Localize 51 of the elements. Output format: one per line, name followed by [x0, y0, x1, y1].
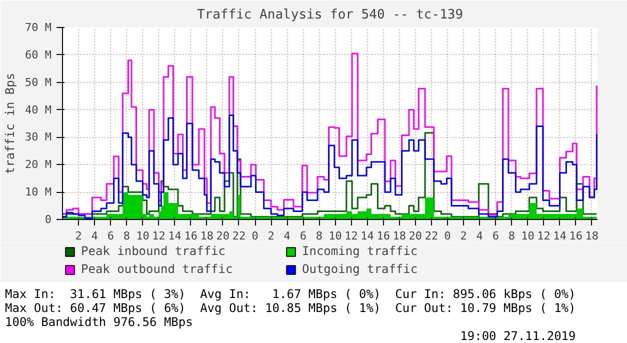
x-tick-label: 18: [392, 230, 406, 242]
x-tick-label: 14: [360, 230, 374, 242]
x-tick-label: 8: [123, 230, 130, 242]
x-tick-label: 18: [200, 230, 214, 242]
x-tick-label: 10: [521, 230, 534, 242]
x-tick-label: 12: [152, 230, 166, 242]
y-tick-label: 10 M: [25, 186, 52, 199]
y-tick-label: 70 M: [25, 21, 52, 34]
x-tick-label: 4: [284, 230, 291, 242]
text: Max Out: 60.47 MBps ( 6%) Avg Out: 10.85 MBps ( 1%) Cur Out: 10.79 MBps ( 1%): [5, 301, 576, 315]
x-tick-label: 22: [424, 230, 438, 242]
chart-title: Traffic Analysis for 540 -- tc-139: [196, 8, 464, 22]
x-tick-label: 16: [376, 230, 390, 242]
x-tick-label: 0: [444, 230, 451, 242]
y-tick-label: 30 M: [25, 130, 52, 144]
x-tick-label: 6: [492, 230, 499, 242]
legend-label: Peak outbound traffic: [81, 262, 234, 276]
x-tick-label: 16: [569, 230, 582, 242]
y-tick-label: 50 M: [25, 76, 52, 89]
legend-label: Peak inbound traffic: [81, 244, 226, 258]
x-tick-label: 2: [268, 230, 274, 242]
x-tick-label: 6: [300, 230, 306, 242]
x-tick-label: 2: [75, 230, 82, 242]
x-tick-label: 12: [344, 230, 358, 242]
x-tick-label: 18: [585, 230, 599, 242]
y-tick-label: 0: [44, 213, 52, 226]
y-tick-label: 20 M: [25, 158, 52, 172]
text: Max In: 31.61 MBps ( 3%) Avg In: 1.67 MBps ( 0%) Cur In: 895.06 kBps ( 0%): [5, 287, 576, 301]
x-tick-label: 6: [107, 230, 114, 242]
y-tick-label: 60 M: [25, 48, 52, 62]
x-tick-label: 4: [91, 230, 98, 242]
x-tick-label: 0: [252, 230, 258, 242]
y-axis-title: traffic in Bps: [3, 72, 18, 174]
x-tick-label: 10: [328, 230, 342, 242]
x-tick-label: 16: [184, 230, 198, 242]
text: 19:00 27.11.2019: [459, 329, 576, 343]
y-tick-label: 40 M: [25, 103, 52, 116]
x-tick-label: 12: [537, 230, 550, 242]
x-tick-label: 14: [553, 230, 567, 242]
legend-label: Incoming traffic: [302, 244, 419, 258]
x-tick-label: 10: [136, 230, 150, 242]
x-tick-label: 22: [232, 230, 246, 242]
x-tick-label: 4: [476, 230, 484, 242]
x-tick-label: 8: [316, 230, 322, 242]
x-tick-label: 20: [408, 230, 422, 242]
legend-label: Outgoing traffic: [302, 262, 419, 276]
x-tick-label: 20: [216, 230, 230, 242]
x-tick-label: 14: [168, 230, 182, 242]
x-tick-label: 2: [460, 230, 467, 242]
text: 100% Bandwidth 976.56 MBps: [5, 315, 194, 329]
x-tick-label: 8: [508, 230, 515, 242]
